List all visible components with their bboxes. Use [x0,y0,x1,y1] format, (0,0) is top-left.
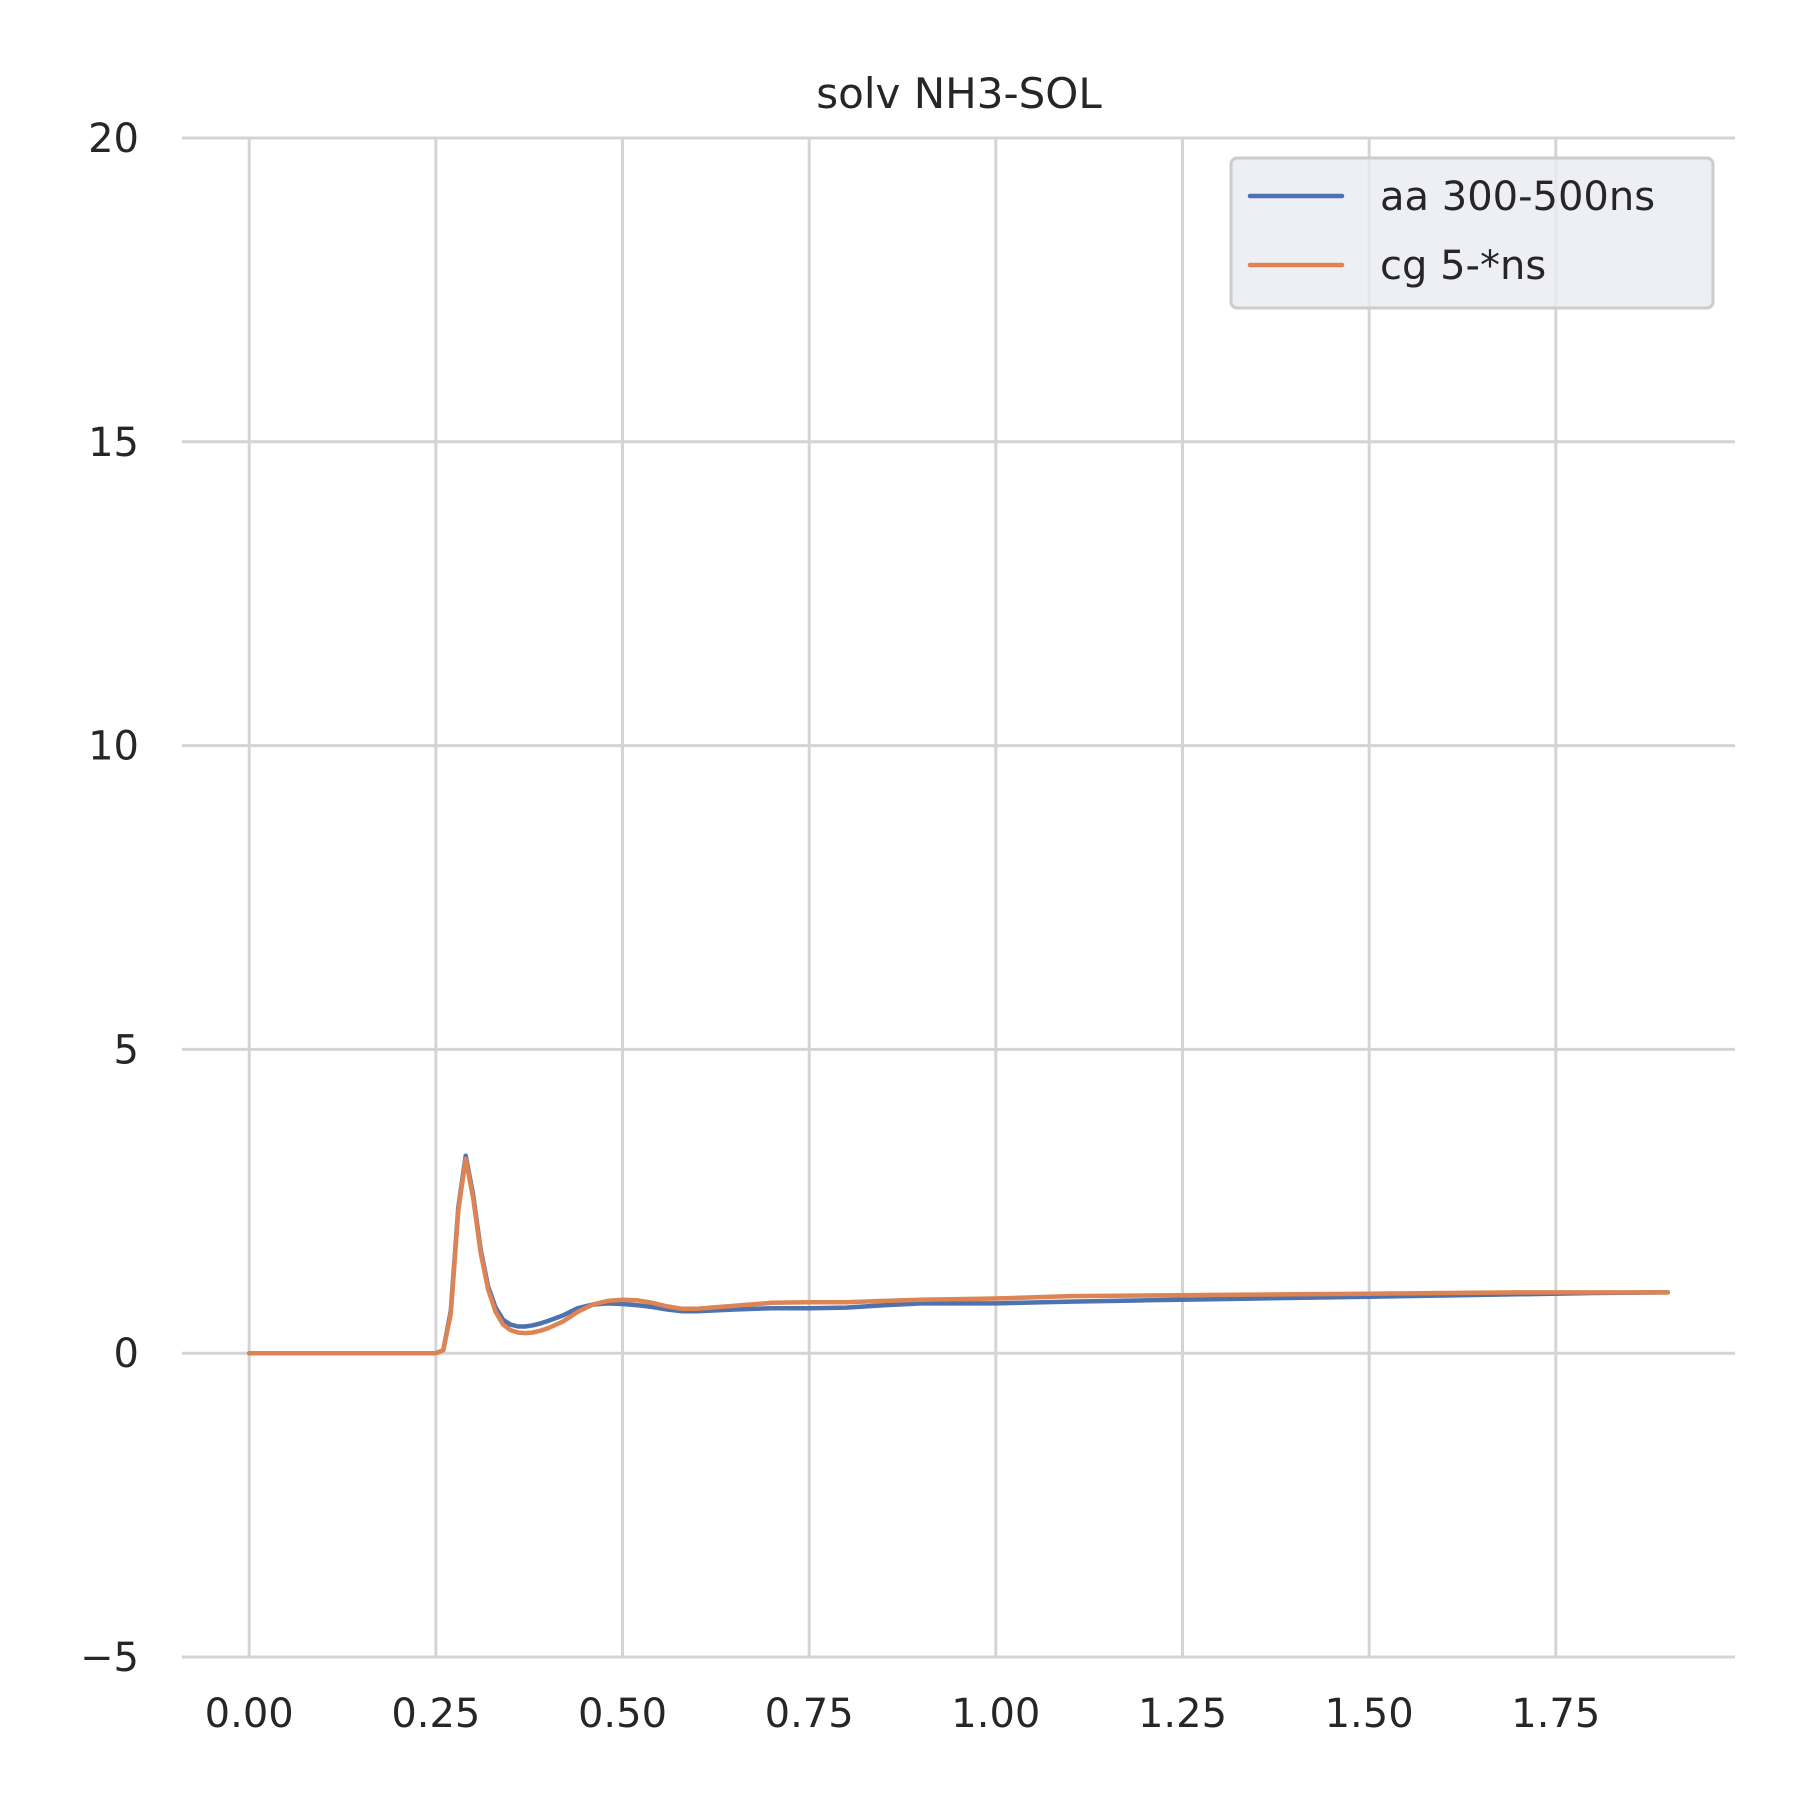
x-tick-label: 1.75 [1511,1691,1600,1737]
y-tick-label: 10 [88,724,139,770]
legend-box [1229,156,1715,310]
legend-label-cg: cg 5-*ns [1380,243,1546,289]
x-tick-label: 1.00 [951,1691,1040,1737]
x-tick-label: 0.25 [391,1691,480,1737]
series-line-cg [246,1156,1671,1356]
x-tick-label: 0.75 [765,1691,854,1737]
y-tick-label: 0 [114,1331,139,1377]
y-tick-label: 5 [114,1027,139,1073]
x-tick-label: 0.50 [578,1691,667,1737]
legend: aa 300-500ns cg 5-*ns [1229,156,1715,310]
y-tick-label: 15 [88,420,139,466]
x-tick-label: 0.00 [205,1691,294,1737]
legend-label-aa: aa 300-500ns [1380,174,1655,220]
series-layer [246,1153,1671,1356]
chart-title: solv NH3-SOL [816,69,1102,118]
y-tick-label: −5 [80,1635,139,1681]
x-tick-label: 1.25 [1138,1691,1227,1737]
x-tick-label: 1.50 [1325,1691,1414,1737]
x-axis-tick-labels: 0.00 0.25 0.50 0.75 1.00 1.25 1.50 1.75 [205,1691,1601,1737]
grid-layer [182,136,1735,1659]
y-tick-label: 20 [88,116,139,162]
y-axis-tick-labels: −5 0 5 10 15 20 [80,116,139,1681]
